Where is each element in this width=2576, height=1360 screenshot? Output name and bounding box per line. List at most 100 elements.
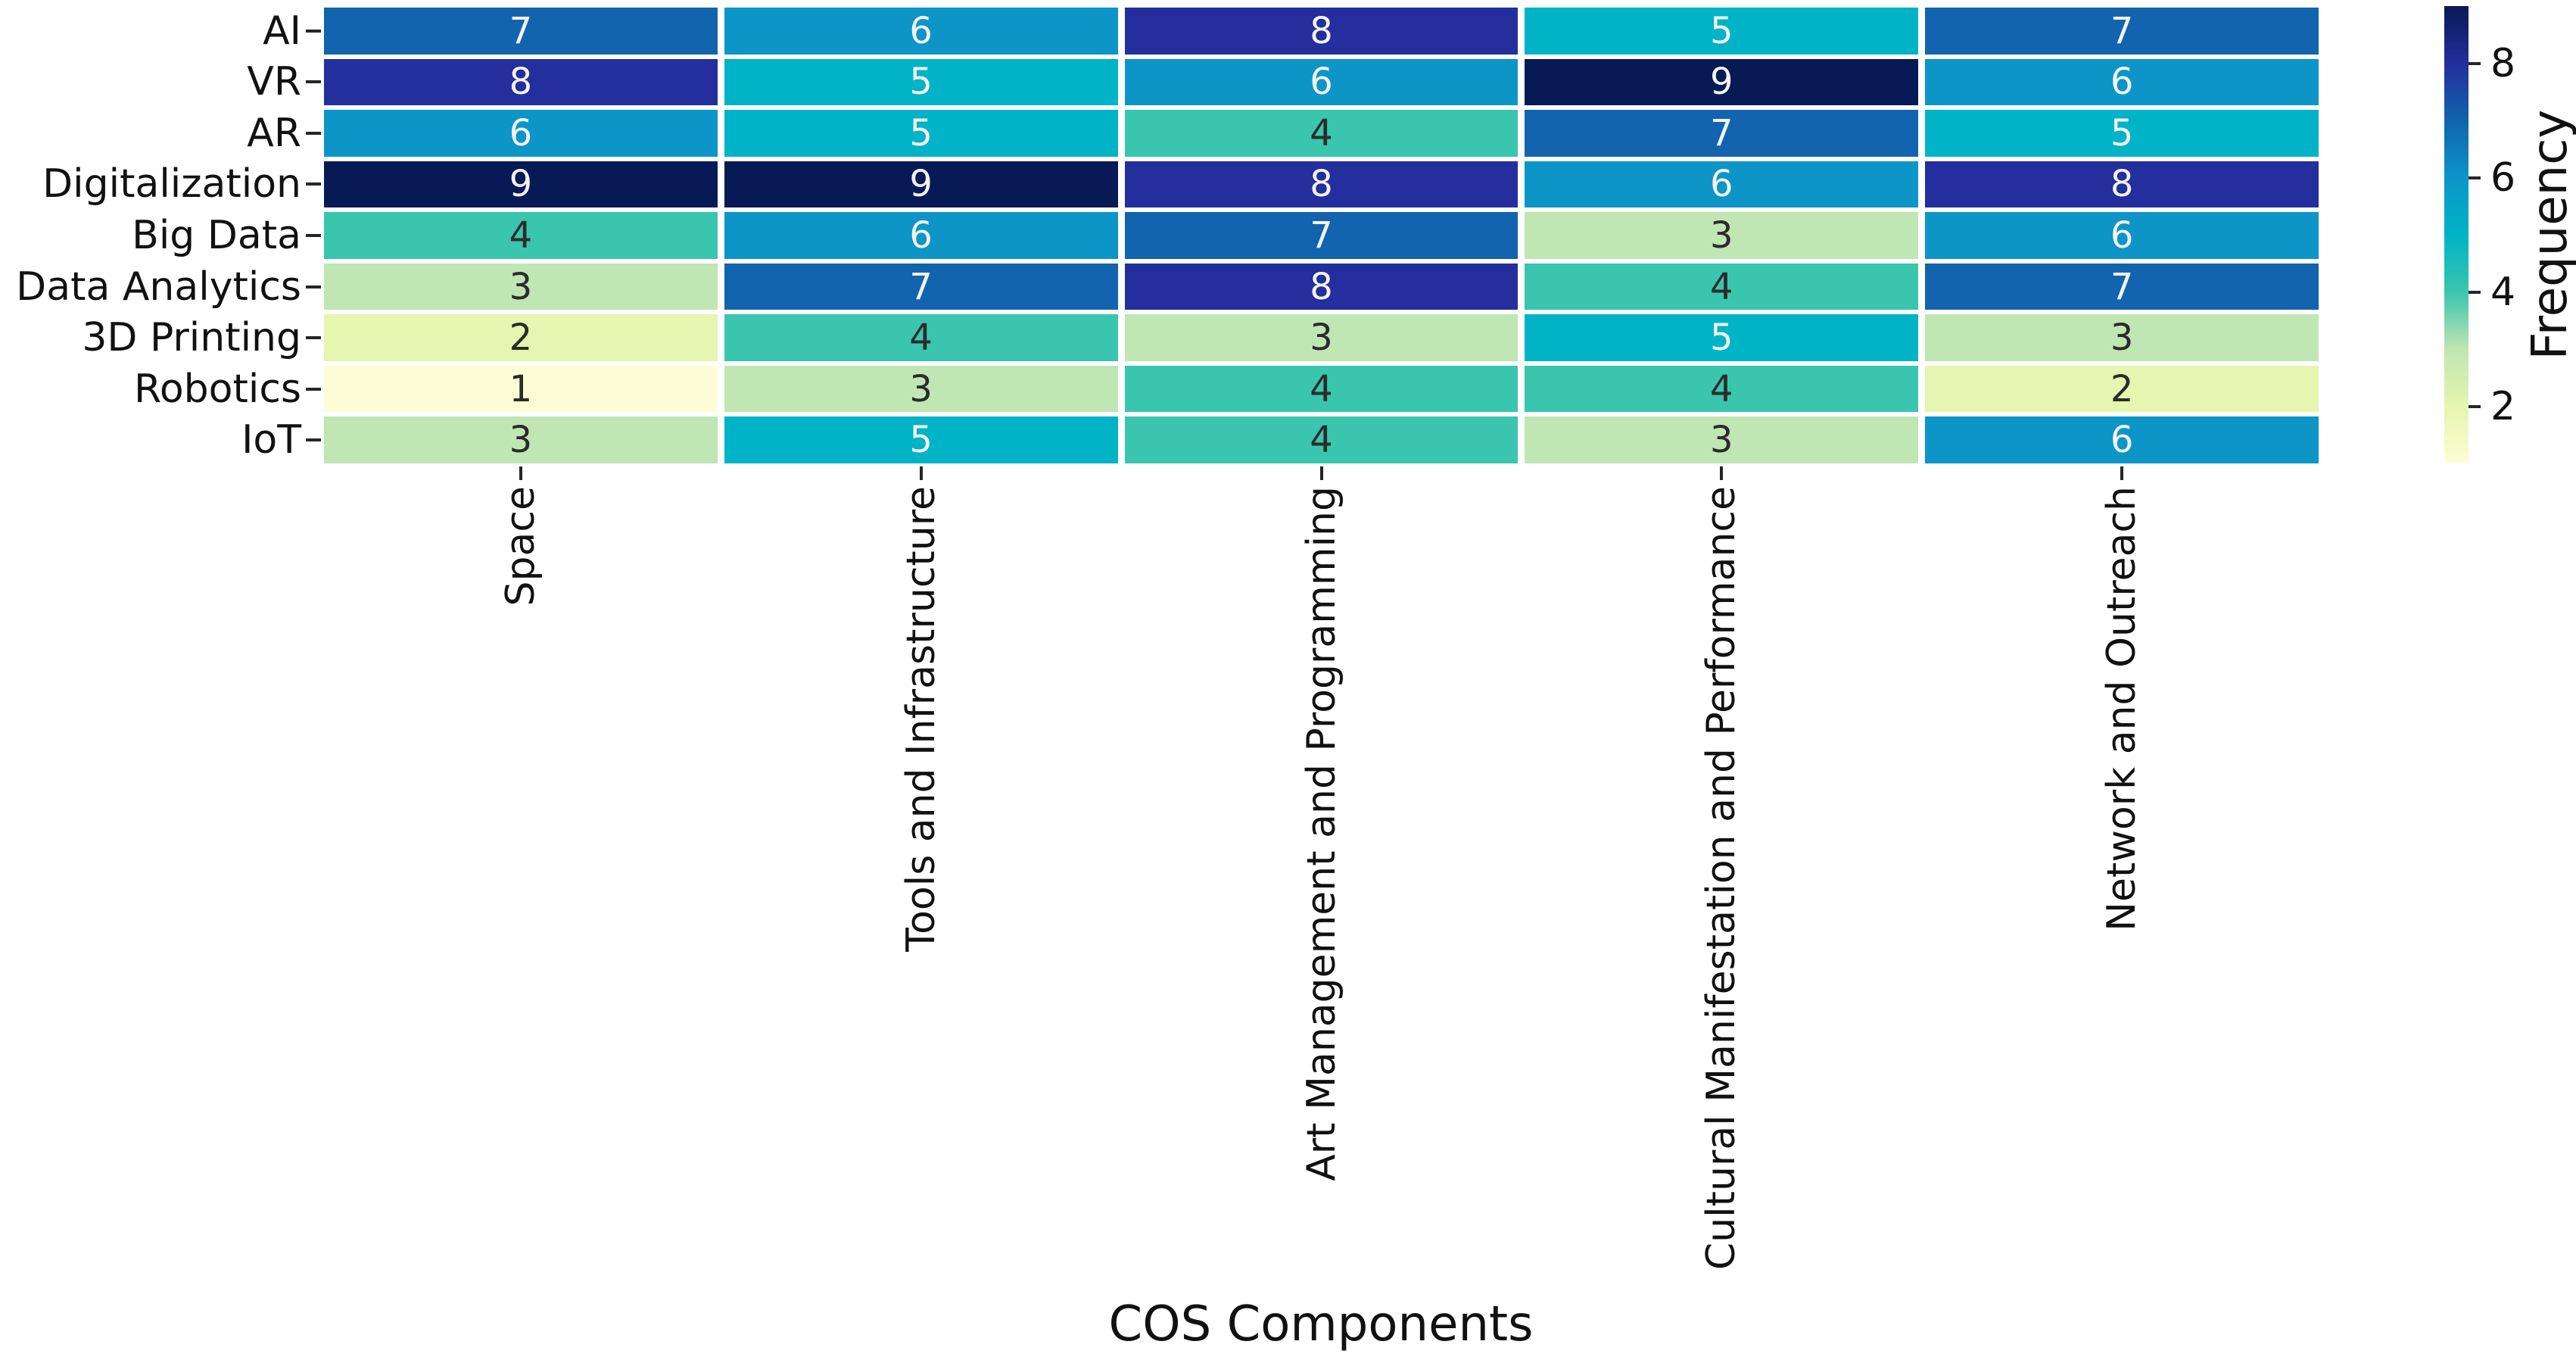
heatmap-cell: 7	[1925, 263, 2319, 310]
y-tick-mark	[306, 387, 321, 391]
heatmap-cell-value: 6	[2110, 419, 2134, 462]
heatmap-cell: 4	[324, 212, 718, 259]
heatmap-cell-value: 3	[909, 367, 933, 410]
heatmap-cell: 3	[724, 365, 1118, 413]
heatmap-cell: 3	[324, 263, 718, 310]
y-tick-mark	[306, 234, 321, 237]
heatmap-cell: 6	[724, 8, 1118, 55]
heatmap-cell-value: 4	[909, 317, 933, 360]
heatmap-cell: 5	[1925, 110, 2319, 157]
heatmap-cell: 9	[1525, 58, 1919, 106]
x-tick-label: Cultural Manifestation and Performance	[1699, 486, 1745, 1271]
heatmap-cell-value: 7	[909, 265, 933, 308]
heatmap-cell: 6	[724, 212, 1118, 259]
heatmap-cell: 8	[1124, 8, 1519, 55]
heatmap-cell: 3	[1525, 212, 1919, 259]
heatmap-cell: 6	[1925, 416, 2319, 463]
heatmap-cell: 8	[324, 58, 718, 106]
heatmap-cell: 3	[324, 416, 718, 463]
heatmap-cell: 4	[1124, 110, 1519, 157]
heatmap-cell: 2	[1925, 365, 2319, 413]
heatmap-cell: 8	[1124, 161, 1519, 208]
heatmap-cell-value: 6	[1710, 163, 1733, 206]
heatmap-cell-value: 6	[909, 9, 933, 52]
y-tick-label: Robotics	[134, 366, 301, 412]
heatmap-cell-value: 3	[1710, 419, 1733, 462]
heatmap-cell: 8	[1925, 161, 2319, 208]
y-tick-mark	[306, 182, 321, 186]
colorbar-title: Frequency	[2522, 109, 2576, 360]
heatmap-cell: 3	[1124, 314, 1519, 361]
heatmap-cell-value: 3	[509, 419, 533, 462]
y-tick-label: IoT	[241, 417, 301, 463]
x-tick-mark	[2120, 466, 2124, 480]
heatmap-cell: 8	[1124, 263, 1519, 310]
heatmap-cell: 7	[724, 263, 1118, 310]
colorbar-tick-label: 4	[2490, 269, 2516, 315]
heatmap-cell: 1	[324, 365, 718, 413]
heatmap-cell-value: 1	[509, 367, 533, 410]
heatmap-cell: 6	[1124, 58, 1519, 106]
heatmap-cell: 5	[724, 58, 1118, 106]
y-tick-mark	[306, 131, 321, 135]
y-tick-mark	[306, 336, 321, 340]
y-tick-label: Data Analytics	[16, 264, 301, 310]
heatmap-cell: 7	[324, 8, 718, 55]
heatmap-cell-value: 3	[2110, 317, 2134, 360]
y-tick-mark	[306, 80, 321, 84]
heatmap-cell-value: 3	[1710, 214, 1733, 257]
heatmap-cell-value: 2	[2110, 367, 2134, 410]
heatmap-cell-value: 9	[509, 163, 533, 206]
y-tick-label: AR	[247, 110, 301, 156]
y-tick-mark	[306, 285, 321, 289]
heatmap-cell: 7	[1925, 8, 2319, 55]
colorbar-tick-mark	[2469, 176, 2481, 179]
heatmap-cell-value: 5	[909, 61, 933, 104]
heatmap-grid: 7 6 8 5 7 8 5 6 9 6 6 5 4 7 5 9 9 8 6 8 4 6 7 3 6 3 7 8 4 7 2 4 3 5 3 1 3 4 4 2…	[324, 8, 2319, 463]
y-tick-mark	[306, 438, 321, 442]
x-tick-mark	[1720, 466, 1724, 480]
y-tick-label: Big Data	[132, 213, 301, 258]
heatmap-cell-value: 6	[509, 111, 533, 154]
colorbar-tick-label: 6	[2490, 154, 2516, 201]
colorbar	[2444, 6, 2469, 463]
heatmap-cell: 4	[1525, 365, 1919, 413]
heatmap-cell-value: 8	[1310, 265, 1333, 308]
heatmap-cell: 6	[324, 110, 718, 157]
heatmap-cell-value: 4	[509, 214, 533, 257]
y-tick-label: 3D Printing	[82, 315, 301, 361]
heatmap-cell: 4	[1124, 365, 1519, 413]
heatmap-cell-value: 4	[1310, 419, 1333, 462]
heatmap-cell: 4	[724, 314, 1118, 361]
heatmap-cell: 4	[1525, 263, 1919, 310]
heatmap-cell-value: 8	[2110, 163, 2134, 206]
y-tick-label: AI	[263, 8, 301, 54]
heatmap-cell: 5	[1525, 8, 1919, 55]
x-tick-mark	[519, 466, 522, 480]
heatmap-cell-value: 9	[909, 163, 933, 206]
colorbar-tick-label: 8	[2490, 40, 2516, 86]
heatmap-cell-value: 5	[1710, 317, 1733, 360]
heatmap-cell-value: 4	[1710, 367, 1733, 410]
heatmap-cell-value: 4	[1310, 367, 1333, 410]
x-tick-label: Tools and Infrastructure	[898, 486, 944, 952]
heatmap-cell: 3	[1525, 416, 1919, 463]
heatmap-cell: 6	[1925, 212, 2319, 259]
heatmap-cell-value: 2	[509, 317, 533, 360]
y-tick-label: Digitalization	[42, 161, 301, 207]
heatmap-cell: 5	[1525, 314, 1919, 361]
heatmap-cell-value: 7	[1710, 111, 1733, 154]
y-tick-label: VR	[247, 59, 301, 105]
heatmap-cell: 5	[724, 416, 1118, 463]
heatmap-cell-value: 6	[1310, 61, 1333, 104]
heatmap-cell-value: 8	[1310, 9, 1333, 52]
heatmap-cell-value: 6	[2110, 214, 2134, 257]
colorbar-tick-mark	[2469, 290, 2481, 294]
heatmap-cell-value: 8	[509, 61, 533, 104]
heatmap-cell-value: 5	[1710, 9, 1733, 52]
heatmap-cell-value: 7	[2110, 265, 2134, 308]
heatmap-cell-value: 4	[1310, 111, 1333, 154]
heatmap-cell-value: 6	[2110, 61, 2134, 104]
heatmap-cell: 2	[324, 314, 718, 361]
heatmap-cell: 7	[1124, 212, 1519, 259]
